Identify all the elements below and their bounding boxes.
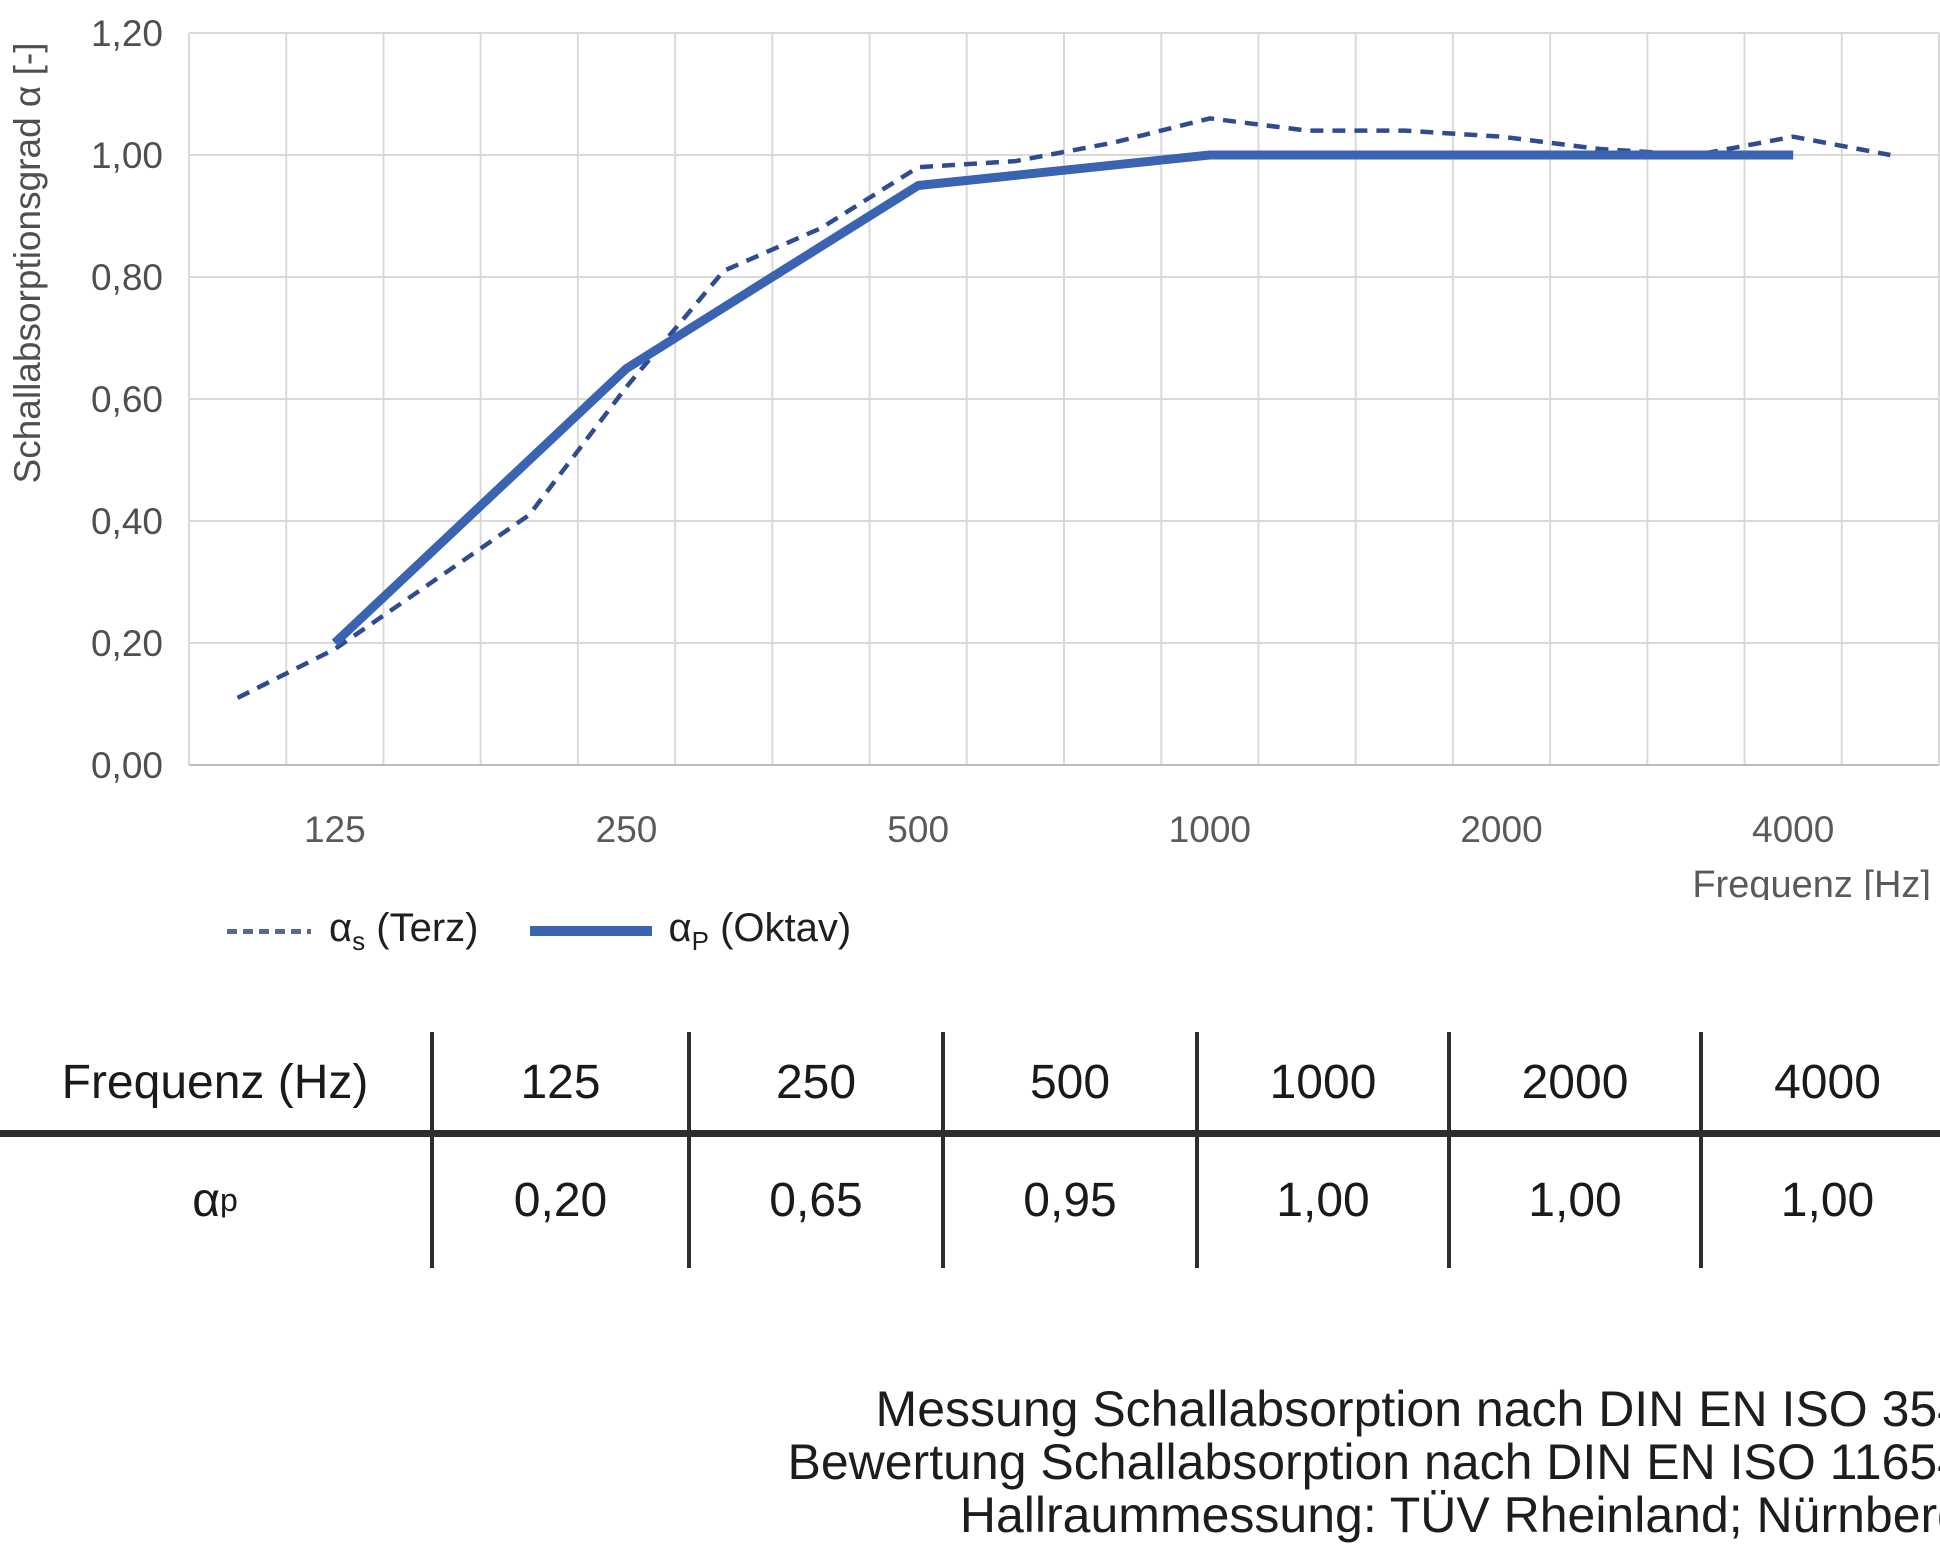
series-alpha-s-terz xyxy=(236,116,1891,700)
x-tick-label: 500 xyxy=(887,809,949,850)
legend-label-oktav: αP (Oktav) xyxy=(668,905,852,956)
x-tick-label: 4000 xyxy=(1752,809,1834,850)
table-header-250: 250 xyxy=(687,1032,941,1133)
absorption-chart: 0,00 0,20 0,40 0,60 0,80 1,00 1,20 125 250 500 100… xyxy=(7,13,1940,900)
y-tick-label: 1,20 xyxy=(91,13,163,54)
series-alpha-p-oktav xyxy=(331,150,1794,647)
note-line-hallraummessung: Hallraummessung: TÜV Rheinland; Nürnberg xyxy=(959,1487,1940,1543)
dashed-line-swatch-icon xyxy=(227,928,311,934)
table-value-125: 0,20 xyxy=(430,1133,687,1268)
note-line-bewertung: Bewertung Schallabsorption nach DIN EN I… xyxy=(787,1434,1940,1490)
y-tick-label: 0,00 xyxy=(91,745,163,786)
table-value-2000: 1,00 xyxy=(1447,1133,1699,1268)
note-line-messung: Messung Schallabsorption nach DIN EN ISO… xyxy=(875,1381,1940,1437)
y-tick-label: 1,00 xyxy=(91,135,163,176)
table-value-1000: 1,00 xyxy=(1195,1133,1447,1268)
table-header-500: 500 xyxy=(941,1032,1195,1133)
table-header-2000: 2000 xyxy=(1447,1032,1699,1133)
x-tick-label: 1000 xyxy=(1169,809,1251,850)
x-axis-title: Frequenz [Hz] xyxy=(1692,864,1931,900)
x-tick-label: 2000 xyxy=(1460,809,1542,850)
y-axis-title: Schallabsorptionsgrad α [-] xyxy=(7,43,48,484)
table-header-125: 125 xyxy=(430,1032,687,1133)
chart-legend: αs (Terz) αP (Oktav) xyxy=(227,903,851,959)
legend-label-terz: αs (Terz) xyxy=(329,905,479,956)
y-tick-label: 0,20 xyxy=(91,623,163,664)
table-value-250: 0,65 xyxy=(687,1133,941,1268)
y-tick-label: 0,60 xyxy=(91,379,163,420)
table-header-frequency: Frequenz (Hz) xyxy=(61,1056,369,1109)
y-tick-label: 0,40 xyxy=(91,501,163,542)
y-tick-label: 0,80 xyxy=(91,257,163,298)
measurement-notes: Messung Schallabsorption nach DIN EN ISO… xyxy=(787,1383,1940,1542)
table-header-rule xyxy=(0,1130,1940,1137)
table-header-4000: 4000 xyxy=(1699,1032,1940,1133)
x-tick-label: 125 xyxy=(304,809,366,850)
absorption-values-table: Frequenz (Hz) 125 250 500 1000 2000 4000… xyxy=(0,1032,1940,1268)
table-header-1000: 1000 xyxy=(1195,1032,1447,1133)
x-tick-label: 250 xyxy=(596,809,658,850)
table-value-4000: 1,00 xyxy=(1699,1133,1940,1268)
solid-line-swatch-icon xyxy=(530,926,653,936)
table-value-500: 0,95 xyxy=(941,1133,1195,1268)
